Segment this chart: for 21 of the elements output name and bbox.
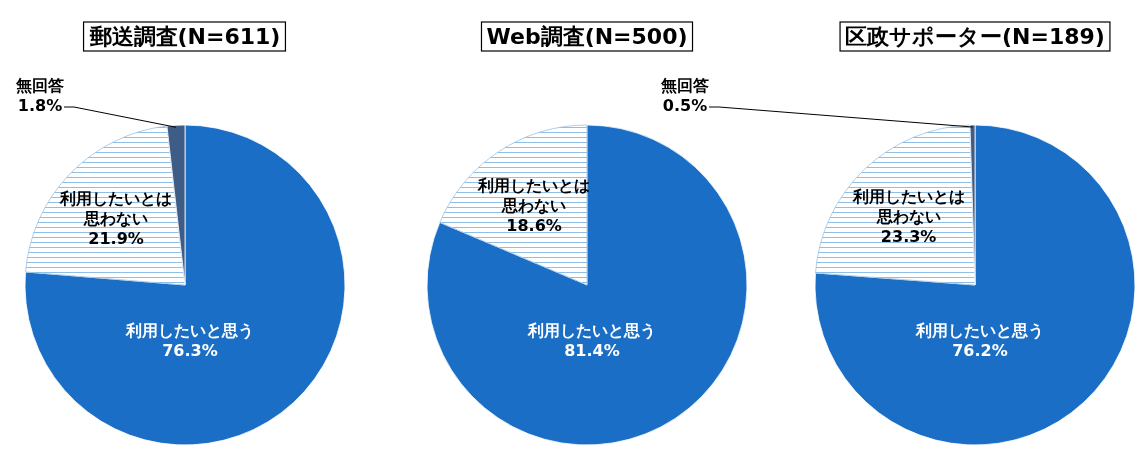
chart-title: 郵送調査(N=611) [88, 24, 281, 49]
chart-title: 区政サポーター(N=189) [845, 24, 1105, 49]
slice-label: 利用したいとは思わない [851, 186, 965, 226]
data-label: 0.5% [662, 96, 708, 115]
pie-slice [24, 124, 346, 446]
slice-label: 利用したいと思う [125, 321, 254, 340]
data-label: 76.3% [162, 341, 218, 360]
data-label: 81.4% [564, 341, 620, 360]
data-label: 76.2% [952, 341, 1008, 360]
data-label: 18.6% [506, 215, 562, 235]
data-label: 23.3% [880, 226, 937, 246]
pie-slice [426, 124, 748, 446]
slice-label: 無回答 [15, 76, 64, 95]
slice-label: 無回答 [660, 76, 709, 95]
pie-slice [814, 124, 1136, 446]
slice-label: 利用したいとは思わない [59, 189, 173, 229]
data-label: 21.9% [88, 229, 144, 249]
slice-label: 利用したいと思う [527, 321, 656, 340]
data-label: 1.8% [17, 96, 63, 115]
slice-label: 利用したいと思う [915, 321, 1044, 340]
chart-title: Web調査(N=500) [486, 24, 688, 49]
